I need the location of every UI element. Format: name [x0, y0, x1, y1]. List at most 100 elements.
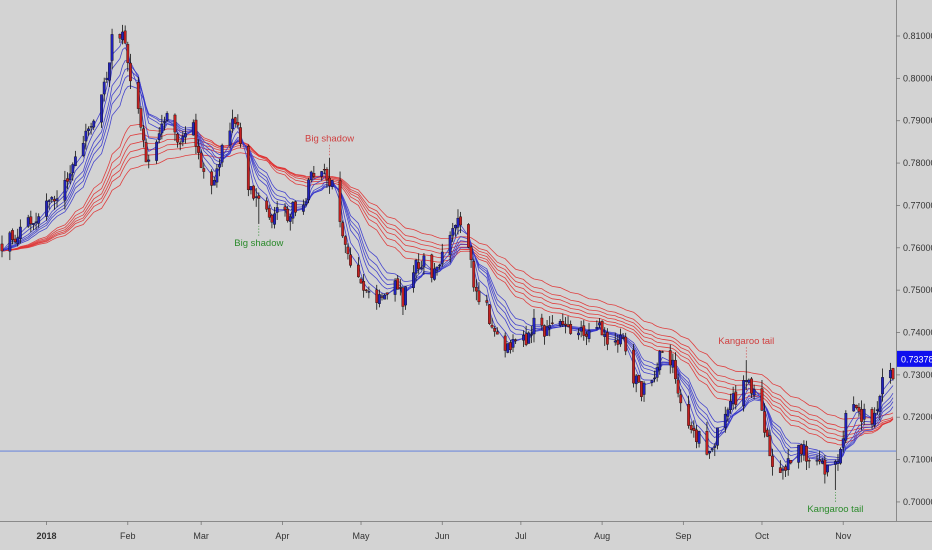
candle [860, 400, 863, 431]
candle-body [781, 468, 785, 471]
candle-body [16, 237, 20, 244]
candle [129, 53, 132, 89]
candle-body [73, 156, 77, 166]
candle-body [561, 320, 565, 325]
candle [857, 403, 861, 417]
candle [674, 352, 677, 384]
candle-body [144, 142, 148, 163]
candle-body [852, 404, 856, 412]
x-tick-label: Jul [515, 531, 527, 541]
candle [545, 319, 549, 336]
candle [511, 334, 515, 353]
candle-body [160, 123, 164, 134]
candle [579, 320, 583, 338]
candle-body [401, 287, 405, 307]
candle [357, 257, 360, 278]
candle-body [723, 413, 727, 428]
candle-body [202, 168, 206, 172]
last-price-marker: 0.73378 [897, 350, 932, 367]
candle [139, 106, 143, 131]
candle-body [632, 349, 635, 384]
candle [202, 162, 206, 179]
candle [343, 235, 347, 254]
annotations: Big shadow Big shadow Kangaroo tail Kangaro… [234, 134, 863, 515]
candle [239, 122, 242, 148]
candlestick-series [0, 24, 895, 491]
candle-body [619, 334, 622, 345]
candle-body [322, 169, 326, 171]
candle-body [820, 461, 824, 464]
candle-body [338, 180, 342, 222]
candle-body [210, 171, 214, 186]
candle [147, 154, 151, 169]
candle [385, 292, 389, 300]
candle-body [218, 164, 221, 168]
candle [839, 447, 842, 465]
candle [307, 177, 311, 204]
candle [734, 385, 738, 410]
candle [291, 201, 295, 224]
candle-body [34, 221, 38, 223]
candle-body [697, 431, 701, 444]
candle-body [301, 204, 305, 212]
candle [81, 135, 85, 158]
candle-body [881, 377, 884, 395]
candle-body [747, 379, 751, 383]
candle-body [621, 337, 625, 339]
candle-body [584, 333, 588, 337]
candle-body [543, 325, 546, 337]
candle-body [888, 370, 892, 379]
candle-body [692, 428, 696, 431]
candle-body [246, 146, 250, 190]
candle-body [668, 350, 672, 366]
candle-body [257, 195, 261, 199]
candle [47, 198, 51, 210]
candle-body [524, 333, 528, 345]
candle-body [595, 327, 599, 330]
candle [723, 406, 727, 433]
candle [632, 344, 635, 388]
last-price-label: 0.73378 [901, 354, 932, 364]
candle [710, 448, 714, 453]
candle-body [841, 438, 845, 448]
candle [456, 209, 460, 235]
candle [687, 395, 690, 429]
candle-body [671, 359, 675, 368]
candle [624, 332, 628, 356]
candle-body [304, 201, 308, 205]
candle [118, 33, 122, 43]
candle [878, 394, 882, 421]
candle-body [786, 458, 790, 471]
candle [322, 163, 326, 175]
candle-body [108, 62, 111, 81]
candle-body [676, 379, 680, 394]
candle-body [129, 62, 132, 82]
candle-body [687, 404, 690, 426]
time-axis[interactable]: 2018 Feb Mar Apr May Jun Jul Aug Sep Oct Nov [37, 521, 852, 541]
candle-body [417, 262, 421, 269]
candle [799, 443, 803, 463]
candle-body [789, 460, 793, 464]
candle-body [398, 287, 402, 289]
candle-body [267, 208, 271, 218]
candle-body [763, 411, 766, 433]
candle-body [503, 335, 507, 351]
candle-body [110, 34, 114, 61]
candle [802, 440, 806, 461]
candle [713, 443, 717, 457]
candle-body [569, 324, 573, 334]
candle [404, 286, 407, 310]
candle [875, 401, 879, 416]
candle [29, 210, 33, 233]
candle [210, 169, 214, 195]
candle-body [797, 444, 801, 463]
candle [338, 171, 342, 228]
candle-body [45, 200, 48, 217]
candle-body [89, 126, 93, 128]
candle [569, 320, 573, 335]
candle-body [254, 196, 258, 198]
